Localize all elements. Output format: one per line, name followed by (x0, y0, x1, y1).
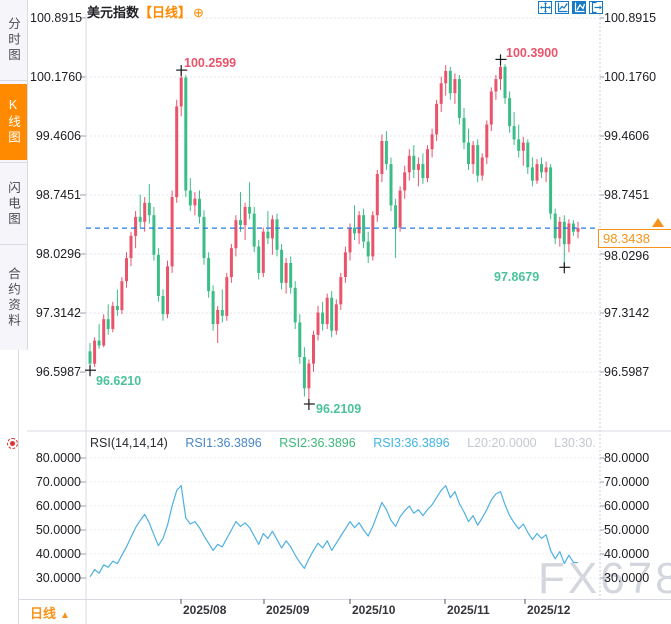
price-tick: 99.4606 (35, 129, 81, 143)
high-label-100-3900: 100.3900 (506, 46, 559, 60)
move-icon[interactable] (538, 1, 552, 14)
chevron-up-icon: ▲ (60, 610, 70, 621)
month-label: 2025/10 (352, 603, 396, 617)
rsi-tick: 70.0000 (35, 475, 81, 489)
rsi-tick: 60.0000 (604, 499, 650, 513)
rsi-tick: 80.0000 (604, 451, 650, 465)
chart-toolbar (538, 1, 603, 14)
exit-fullscreen-icon[interactable] (589, 1, 603, 14)
rsi-tick: 30.0000 (35, 571, 81, 585)
current-price-box: 98.3438 (598, 229, 671, 248)
rsi-name: RSI(14,14,14) (90, 436, 168, 450)
rsi-l30-value: L30:30. (554, 436, 596, 450)
month-label: 2025/11 (447, 603, 490, 617)
high-label-100-2599: 100.2599 (184, 56, 237, 70)
rsi2-value: RSI2:36.3896 (279, 436, 356, 450)
month-label: 2025/09 (266, 603, 310, 617)
sidebar-divider (0, 162, 27, 163)
sidebar-tab-timeline[interactable]: 分时图 (6, 16, 20, 64)
low-label-96-6210: 96.6210 (96, 374, 142, 388)
price-tick: 96.5987 (604, 365, 650, 379)
rsi-tick: 40.0000 (35, 547, 81, 561)
rsi-tick: 50.0000 (604, 523, 650, 537)
price-tick: 98.0296 (604, 249, 650, 263)
rsi-header: RSI(14,14,14) RSI1:36.3896 RSI2:36.3896 … (90, 436, 610, 450)
fx678-watermark: FX678 (538, 554, 671, 603)
period-selector[interactable]: 日线 ▲ (30, 603, 70, 622)
low-label-96-2109: 96.2109 (316, 402, 362, 416)
sidebar-divider (0, 80, 27, 81)
price-tick: 100.1760 (30, 70, 83, 84)
price-tick: 98.7451 (35, 188, 81, 202)
period-tag: 【日线】 (139, 5, 192, 20)
month-label: 2025/12 (527, 603, 571, 617)
chart-title: 美元指数【日线】 ⊕ (87, 2, 204, 21)
price-tick: 96.5987 (35, 365, 81, 379)
sidebar-tab-kline[interactable]: K线图 (0, 84, 27, 160)
left-column-border (18, 348, 19, 624)
sidebar-tab-contract-info[interactable]: 合约资料 (6, 267, 20, 329)
rsi-tick: 40.0000 (604, 547, 650, 561)
fit-scale-icon[interactable] (555, 1, 569, 14)
rsi3-value: RSI3:36.3896 (373, 436, 450, 450)
rsi1-value: RSI1:36.3896 (185, 436, 262, 450)
price-tick: 100.8915 (604, 11, 657, 25)
price-tick: 100.8915 (30, 11, 83, 25)
price-tick: 98.7451 (604, 188, 650, 202)
price-tick: 99.4606 (604, 129, 650, 143)
month-label: 2025/08 (183, 603, 227, 617)
price-tick: 98.0296 (35, 247, 81, 261)
price-tick: 100.1760 (604, 70, 657, 84)
rsi-tick: 60.0000 (35, 499, 81, 513)
indicator-settings-icon[interactable] (7, 438, 18, 449)
rsi-tick: 70.0000 (604, 475, 650, 489)
sidebar-divider (0, 244, 27, 245)
price-tick: 97.3142 (35, 306, 81, 320)
auto-scroll-icon[interactable] (572, 1, 586, 14)
price-tick: 97.3142 (604, 306, 650, 320)
rsi-l20-value: L20:20.0000 (467, 436, 537, 450)
sidebar-tab-lightning[interactable]: 闪电图 (6, 180, 20, 228)
low-label-97-8679: 97.8679 (494, 270, 540, 284)
instrument-name: 美元指数 (87, 5, 140, 20)
rsi-tick: 80.0000 (35, 451, 81, 465)
add-indicator-icon[interactable]: ⊕ (193, 5, 204, 20)
period-label: 日线 (30, 606, 57, 621)
rsi-tick: 30.0000 (604, 571, 650, 585)
sidebar: 分时图 K线图 闪电图 合约资料 (0, 0, 28, 350)
rsi-tick: 50.0000 (35, 523, 81, 537)
